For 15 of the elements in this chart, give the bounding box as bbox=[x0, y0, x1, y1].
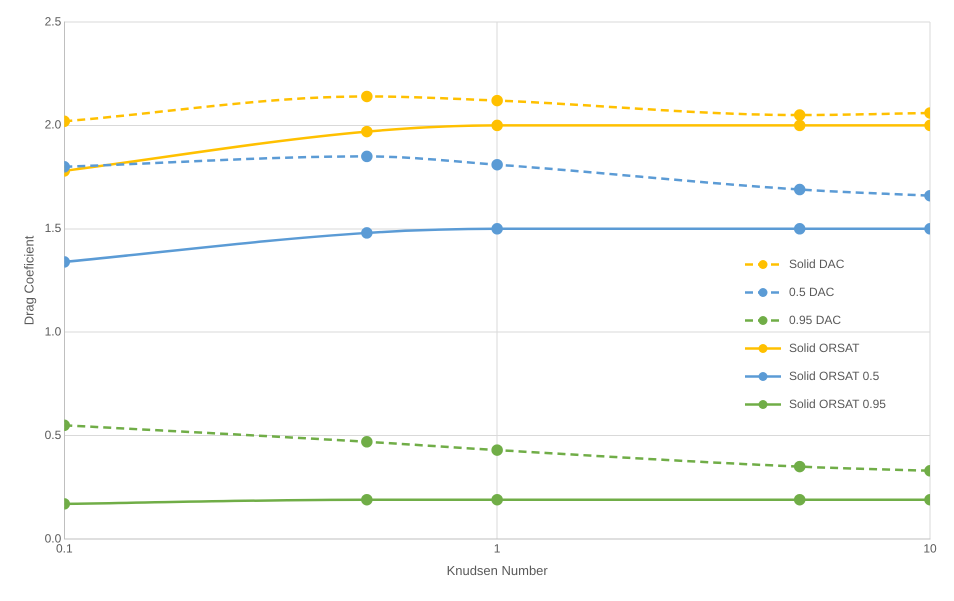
legend-label: 0.95 DAC bbox=[789, 312, 842, 327]
y-tick-label: 0.5 bbox=[44, 428, 62, 442]
y-tick-label: 1.5 bbox=[44, 221, 62, 236]
legend-label: Solid ORSAT 0.5 bbox=[789, 368, 880, 383]
legend-label: Solid ORSAT 0.95 bbox=[789, 396, 886, 411]
legend-label: 0.5 DAC bbox=[789, 284, 835, 299]
x-axis-title: Knudsen Number bbox=[446, 562, 548, 578]
x-tick-label: 10 bbox=[923, 542, 937, 556]
legend-label: Solid ORSAT bbox=[789, 340, 860, 355]
x-tick-label: 1 bbox=[494, 542, 501, 556]
y-tick-label: 2.0 bbox=[44, 118, 62, 132]
legend-label: Solid DAC bbox=[789, 256, 845, 271]
y-tick-label: 1.0 bbox=[44, 324, 62, 339]
y-tick-label: 2.5 bbox=[44, 14, 62, 28]
y-axis-title: Drag Coeficient bbox=[21, 235, 36, 326]
